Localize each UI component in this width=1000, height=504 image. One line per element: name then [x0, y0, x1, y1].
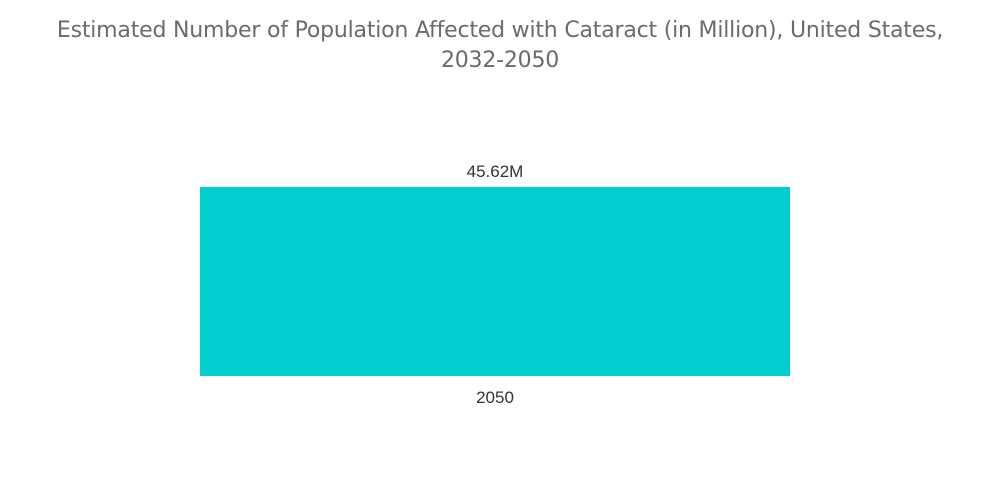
x-tick-label-2050: 2050 — [476, 388, 514, 407]
chart-title-line-1: Estimated Number of Population Affected … — [56, 18, 944, 43]
chart-title-line-2: 2032-2050 — [440, 48, 560, 73]
data-label-2050: 45.62M — [467, 162, 524, 181]
bar-2050 — [200, 187, 790, 376]
chart-title: Estimated Number of Population Affected … — [0, 16, 1000, 76]
